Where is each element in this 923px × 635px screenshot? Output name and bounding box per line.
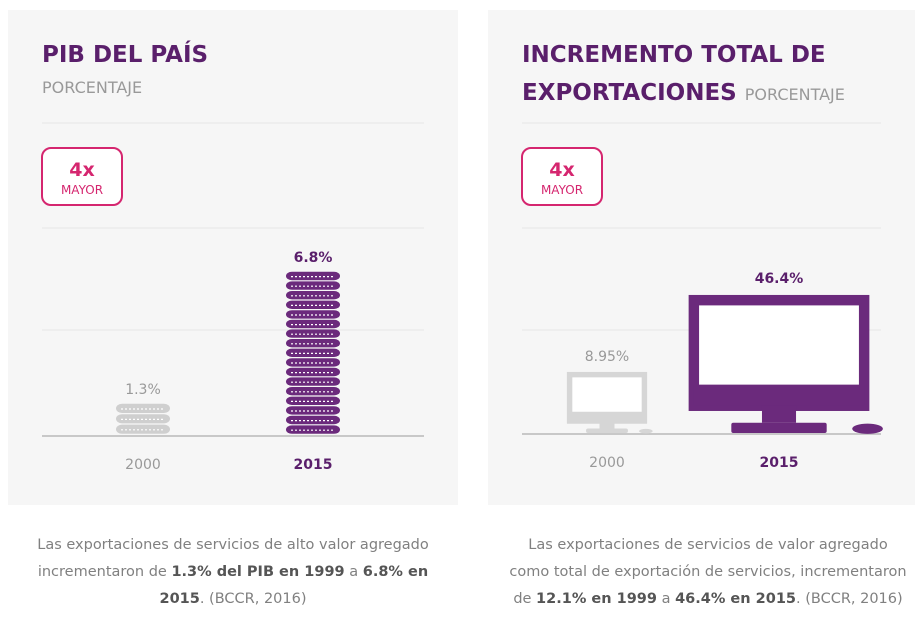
caption-text: . (BCCR, 2016) <box>796 591 903 607</box>
value-label: 8.95% <box>585 349 629 365</box>
caption: Las exportaciones de servicios de alto v… <box>33 532 433 613</box>
caption-text: 46.4% en 2015 <box>675 591 796 607</box>
caption-text: a <box>344 564 363 580</box>
chart: 4x MAYOR 1.3% 2000 6.8% 2015 <box>41 122 424 473</box>
badge-label: MAYOR <box>61 183 103 197</box>
badge-value: 4x <box>69 159 94 181</box>
mouse <box>852 423 883 434</box>
subtitle: PORCENTAJE <box>42 78 143 97</box>
value-label: 6.8% <box>294 250 333 266</box>
coin <box>286 425 340 434</box>
screen-bezel <box>693 384 865 406</box>
caption-text: 1.3% del PIB en 1999 <box>171 564 345 580</box>
pictograph-bar <box>566 371 653 434</box>
coin <box>286 281 340 290</box>
caption-text: a <box>656 591 676 607</box>
chart-title: PIB DEL PAÍS PORCENTAJE <box>42 36 442 102</box>
badge-value: 4x <box>549 159 574 181</box>
pictograph-bar <box>116 403 170 434</box>
badge <box>521 147 603 206</box>
title-text: PIB DEL PAÍS <box>42 42 209 68</box>
stand <box>599 421 615 429</box>
x-tick-label: 2015 <box>294 457 333 473</box>
panel: 4x MAYOR 1.3% 2000 6.8% 2015 PIB DEL PAÍS PORC… <box>8 10 458 505</box>
value-label: 46.4% <box>755 271 804 287</box>
value-label: 1.3% <box>125 382 161 398</box>
panel: 4x MAYOR 8.95% 2000 46.4% 2015 INCREMENTO TOTA… <box>488 10 915 505</box>
caption-text: 6.8% en 2015 <box>159 564 429 607</box>
caption-text: Las exportaciones de servicios de alto v… <box>37 537 429 580</box>
caption-text: 12.1% en 1999 <box>536 591 657 607</box>
coin <box>286 377 340 386</box>
caption: Las exportaciones de servicios de valor … <box>508 532 908 613</box>
x-tick-label: 2000 <box>125 457 161 473</box>
stand <box>761 405 797 423</box>
screen-bezel <box>569 411 645 422</box>
caption-text: . (BCCR, 2016) <box>199 591 307 607</box>
base <box>586 428 628 433</box>
coin <box>286 329 340 338</box>
x-tick-label: 2000 <box>589 455 625 471</box>
badge <box>41 147 123 206</box>
chart-title: INCREMENTO TOTAL DE EXPORTACIONES PORCEN… <box>522 36 899 114</box>
mouse <box>639 428 653 434</box>
pictograph-bar <box>286 271 340 434</box>
base <box>731 422 827 433</box>
chart: 4x MAYOR 8.95% 2000 46.4% 2015 <box>521 122 883 471</box>
subtitle: PORCENTAJE <box>744 85 845 104</box>
x-tick-label: 2015 <box>760 455 799 471</box>
caption-text: Las exportaciones de servicios de valor … <box>509 537 907 607</box>
pictograph-bar <box>688 294 883 434</box>
badge-label: MAYOR <box>541 183 583 197</box>
title-text: INCREMENTO TOTAL DE EXPORTACIONES <box>522 42 826 106</box>
